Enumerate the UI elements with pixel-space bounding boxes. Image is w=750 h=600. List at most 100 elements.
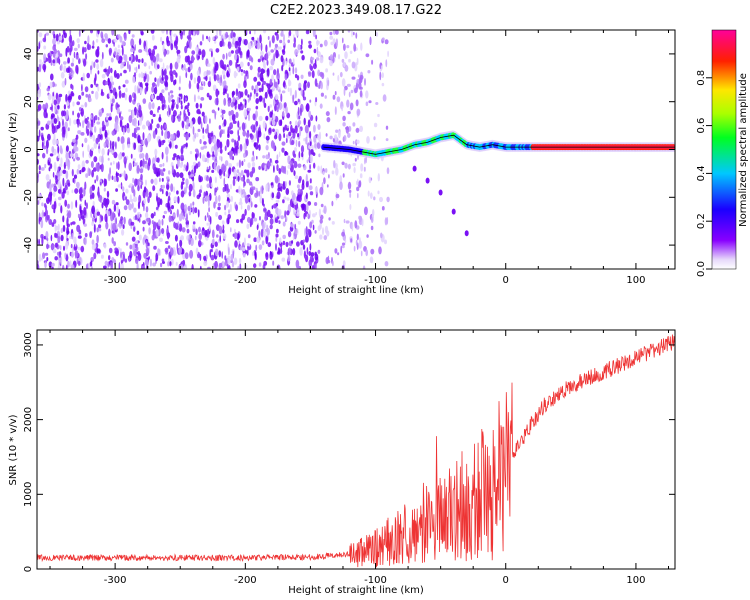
spectrogram-speckle (123, 216, 126, 225)
spectrogram-speckle (65, 241, 69, 250)
spectrogram-speckle (224, 145, 227, 152)
spectrogram-speckle (111, 230, 114, 234)
spectrogram-speckle (230, 102, 235, 108)
spectrogram-speckle (161, 258, 165, 262)
spectrogram-speckle (360, 250, 363, 257)
spectrogram-speckle (101, 88, 103, 96)
y-tick-label: 40 (23, 48, 34, 61)
spectrogram-speckle (89, 231, 92, 239)
spectrogram-speckle (164, 74, 169, 82)
spectrogram-speckle (77, 43, 80, 49)
spectrogram-speckle (297, 98, 300, 103)
spectrogram-speckle (97, 46, 100, 52)
spectrogram-speckle (197, 75, 201, 84)
spectrogram-speckle (271, 74, 274, 82)
spectrogram-speckle (209, 132, 214, 137)
spectrogram-speckle (72, 177, 75, 183)
spectrogram-speckle (169, 90, 174, 94)
spectrogram-speckle (101, 120, 105, 128)
spectrogram-speckle (217, 206, 221, 211)
spectrogram-speckle (169, 261, 172, 267)
spectrogram-speckle (77, 213, 81, 219)
spectrogram-speckle (197, 209, 200, 218)
spectrogram-speckle (137, 185, 140, 192)
spectrogram-speckle (238, 159, 242, 168)
spectrogram-speckle (137, 178, 140, 188)
spectrogram-speckle (260, 68, 265, 75)
spectrogram-speckle (49, 183, 52, 193)
spectrogram-speckle (343, 43, 346, 51)
spectrogram-speckle (138, 217, 141, 223)
spectrogram-speckle (292, 204, 294, 209)
spectrogram-speckle (52, 63, 56, 67)
spectrogram-speckle (48, 261, 53, 268)
spectrogram-speckle (78, 58, 81, 65)
spectrogram-speckle (176, 208, 179, 218)
y-tick-label: 2000 (23, 407, 34, 432)
spectrogram-speckle (280, 165, 285, 173)
spectrogram-speckle (104, 213, 108, 223)
spectrogram-speckle (133, 92, 137, 102)
spectrogram-speckle (180, 202, 185, 211)
spectrogram-speckle (125, 199, 130, 206)
spectrogram-speckle (351, 61, 356, 69)
spectrogram-speckle (199, 86, 204, 91)
spectrogram-speckle (264, 215, 268, 221)
spectrogram-speckle (357, 193, 359, 199)
spectrogram-speckle (128, 162, 132, 172)
spectrogram-speckle (67, 90, 71, 95)
spectrogram-speckle (116, 73, 120, 79)
spectrogram-speckle (60, 234, 64, 242)
spectrogram-speckle (228, 59, 233, 66)
spectrogram-speckle (309, 164, 311, 170)
spectrogram-speckle (187, 102, 190, 107)
spectrogram-speckle (129, 183, 133, 187)
spectrogram-speckle (62, 169, 67, 174)
spectrogram-speckle (241, 160, 244, 166)
spectrogram-speckle (313, 135, 317, 143)
spectrogram-speckle (123, 156, 127, 165)
spectrogram-speckle (45, 174, 50, 181)
colorbar: 0.00.20.40.60.8 Normalized spectral ampl… (696, 29, 749, 277)
spectrogram-speckle (315, 97, 318, 103)
spectrogram-speckle (176, 49, 181, 55)
spectrogram-speckle (52, 138, 56, 146)
spectrogram-speckle (294, 67, 298, 74)
spectrogram-speckle (330, 41, 334, 46)
spectrogram-speckle (356, 139, 360, 145)
spectrogram-speckle (164, 80, 169, 89)
spectrogram-speckle (202, 227, 205, 231)
spectrogram-speckle (119, 173, 122, 178)
spectrogram-speckle (346, 45, 350, 49)
spectrogram-speckle (348, 91, 351, 98)
spectrogram-speckle (197, 116, 202, 125)
spectrogram-speckle (117, 161, 120, 171)
spectrogram-speckle (309, 191, 314, 196)
spectrogram-speckle (206, 69, 209, 77)
spectrogram-speckle (255, 98, 259, 104)
spectrogram-speckle (248, 181, 253, 186)
spectrogram-speckle (172, 157, 176, 161)
spectrogram-speckle (38, 41, 41, 50)
spectrogram-speckle (316, 39, 319, 47)
spectrogram-speckle (352, 140, 355, 145)
spectrogram-speckle (367, 190, 370, 197)
spectrogram-speckle (117, 136, 120, 142)
spectrogram-speckle (259, 72, 264, 82)
spectrogram-speckle (303, 117, 306, 126)
spectrogram-speckle (174, 234, 178, 242)
spectrogram-speckle (303, 212, 306, 220)
spectrogram-speckle (314, 78, 318, 87)
spectrogram-speckle (243, 183, 245, 188)
spectrogram-speckle (270, 140, 275, 149)
spectrogram-speckle (342, 173, 345, 178)
spectrogram-speckle (252, 113, 256, 121)
spectrogram-speckle (51, 183, 54, 188)
spectrogram-speckle (62, 224, 66, 233)
spectrogram-speckle (199, 103, 203, 109)
spectrogram-speckle (282, 112, 285, 117)
spectrogram-speckle (280, 55, 284, 63)
spectrogram-speckle (189, 203, 193, 209)
spectrogram-speckle (115, 171, 118, 179)
spectrogram-speckle (152, 55, 157, 63)
